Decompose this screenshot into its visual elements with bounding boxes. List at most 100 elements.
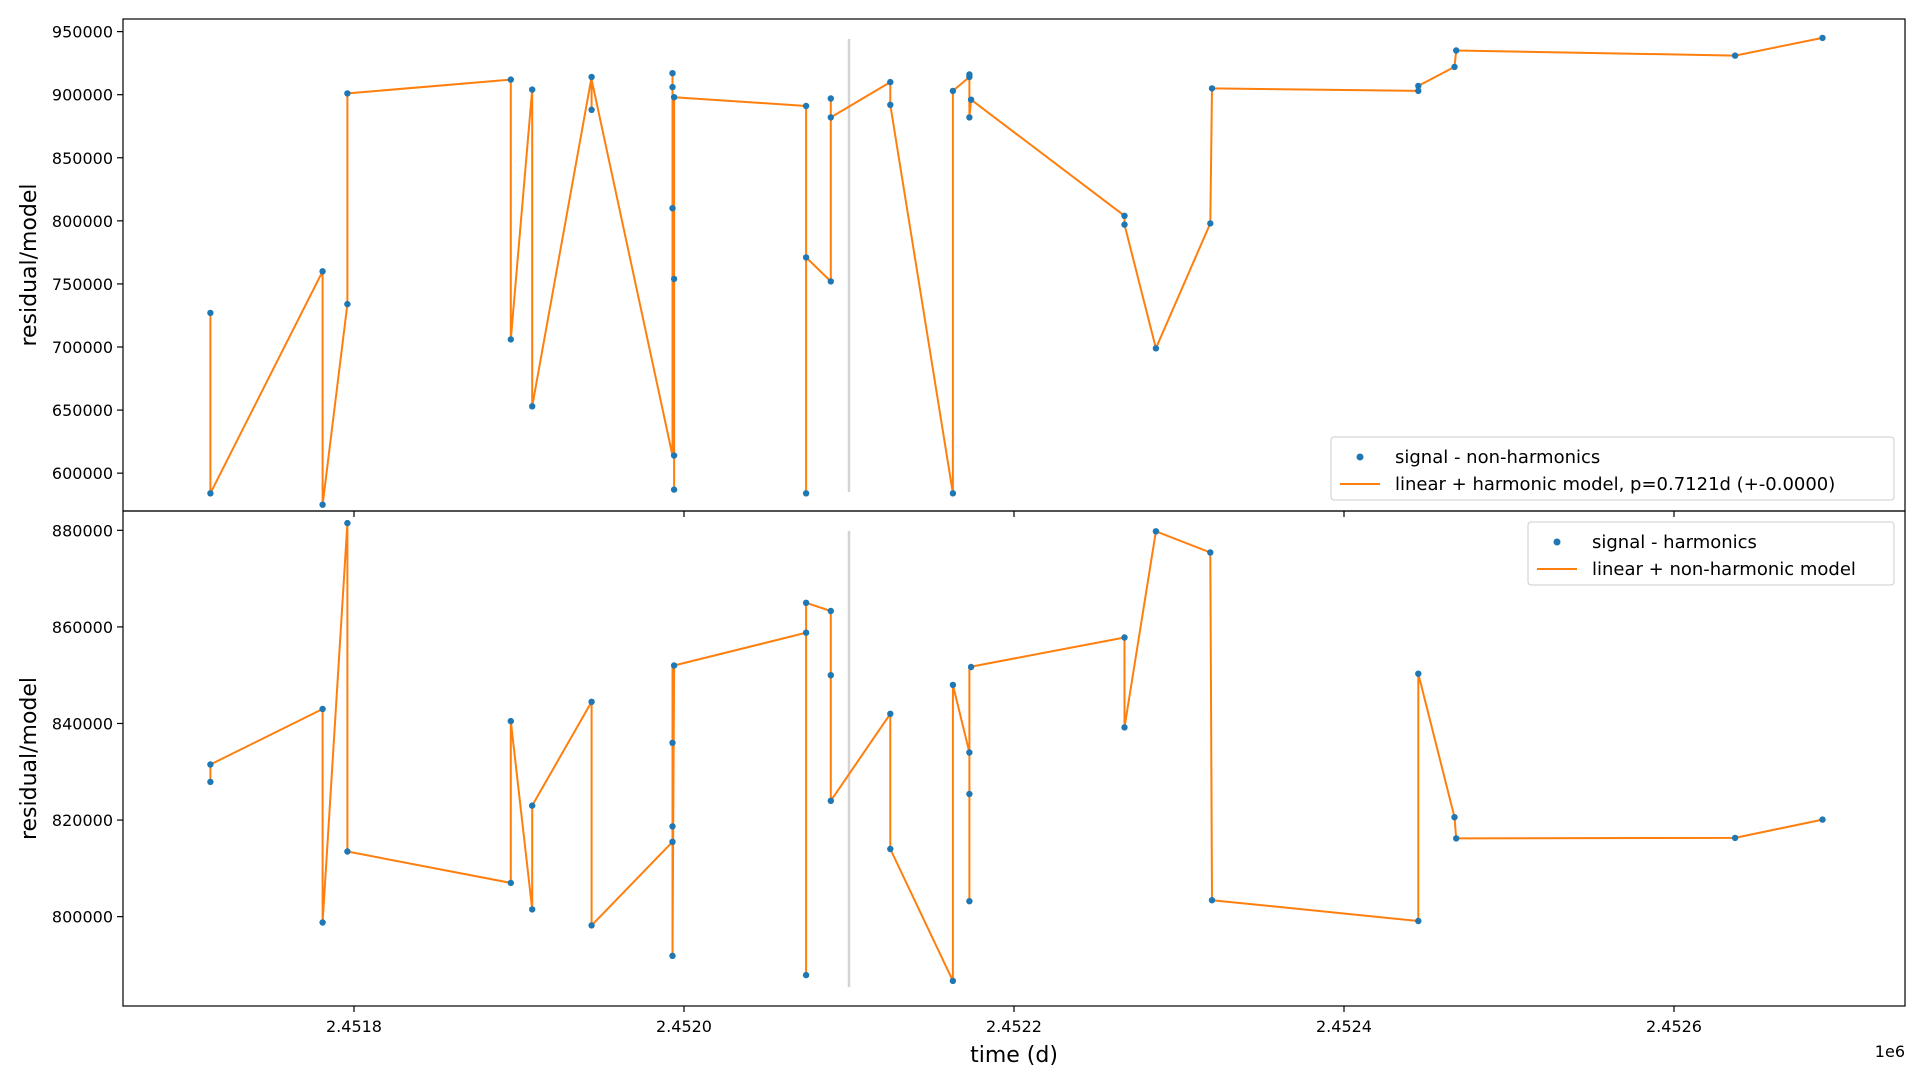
data-point — [1121, 212, 1128, 219]
data-point — [827, 607, 834, 615]
data-point — [670, 275, 678, 283]
data-point — [1415, 87, 1422, 95]
data-point — [802, 102, 810, 110]
data-point — [207, 761, 214, 768]
data-point — [529, 86, 536, 93]
y-tick-label: 650000 — [52, 401, 113, 420]
data-point — [966, 114, 973, 121]
data-point — [827, 672, 834, 679]
data-point — [1121, 634, 1128, 641]
y-tick-label: 880000 — [52, 521, 113, 540]
data-point — [1451, 814, 1458, 821]
data-point — [802, 490, 810, 497]
data-point — [1207, 220, 1214, 227]
top-panel: 600000 650000 700000 750000 800000 850000 9000… — [17, 18, 1906, 517]
legend-line-label: linear + harmonic model, p=0.7121d (+-0.… — [1395, 474, 1835, 495]
legend-box — [1330, 436, 1895, 501]
data-point — [887, 101, 894, 109]
data-point — [588, 73, 595, 81]
legend-scatter-label: signal - harmonics — [1592, 532, 1757, 553]
x-tick-label: 2.4520 — [656, 1017, 712, 1036]
data-point — [507, 336, 514, 343]
y-tick-label: 820000 — [52, 811, 113, 830]
data-point — [827, 95, 834, 102]
data-point — [887, 710, 894, 717]
y-tick-label: 860000 — [52, 618, 113, 637]
data-point — [670, 662, 678, 669]
x-axis-offset-label: 1e6 — [1875, 1042, 1905, 1061]
x-tick-label: 2.4524 — [1316, 1017, 1372, 1036]
x-tick-label: 2.4518 — [326, 1017, 382, 1036]
data-point — [507, 879, 514, 887]
data-point — [529, 802, 536, 809]
data-point — [1152, 528, 1160, 535]
x-axis-label: time (d) — [970, 1043, 1058, 1068]
data-point — [966, 71, 973, 78]
data-point — [669, 823, 676, 830]
data-point — [1819, 34, 1826, 42]
data-point — [529, 403, 536, 410]
y-tick-label: 840000 — [52, 714, 113, 733]
data-point — [669, 205, 676, 212]
data-point — [1453, 47, 1460, 54]
data-point — [1152, 345, 1160, 352]
data-point — [670, 94, 678, 101]
data-point — [966, 749, 973, 756]
data-point — [887, 78, 894, 86]
data-point — [1415, 82, 1422, 90]
data-point — [344, 300, 351, 308]
data-point — [344, 519, 351, 527]
data-point — [319, 501, 326, 508]
data-point — [827, 797, 834, 804]
data-point — [207, 490, 214, 497]
data-point — [669, 70, 676, 77]
data-point — [966, 790, 973, 798]
data-point — [887, 845, 894, 853]
data-point — [1451, 63, 1458, 71]
data-point — [967, 663, 975, 671]
data-point — [1415, 917, 1422, 925]
data-point — [588, 698, 595, 705]
data-point — [1207, 549, 1214, 556]
data-point — [588, 922, 595, 929]
y-tick-label: 950000 — [52, 23, 113, 42]
y-tick-label: 750000 — [52, 275, 113, 294]
y-tick-label: 900000 — [52, 86, 113, 105]
data-point — [1731, 834, 1739, 842]
y-tick-label: 700000 — [52, 338, 113, 357]
data-point — [669, 739, 676, 746]
data-point — [949, 490, 957, 497]
y-tick-label: 800000 — [52, 212, 113, 231]
data-point — [319, 705, 326, 713]
data-point — [344, 848, 351, 855]
data-point — [1208, 85, 1216, 92]
data-point — [827, 278, 834, 285]
data-point — [529, 906, 536, 913]
data-point — [967, 96, 975, 103]
y-axis-label: residual/model — [17, 183, 42, 346]
legend-line-label: linear + non-harmonic model — [1592, 559, 1856, 580]
y-axis-label: residual/model — [17, 677, 42, 840]
x-tick-label: 2.4526 — [1646, 1017, 1702, 1036]
data-point — [1121, 724, 1128, 731]
legend-scatter-marker — [1553, 538, 1561, 546]
data-point — [207, 309, 214, 317]
data-point — [1453, 835, 1460, 842]
data-point — [802, 629, 810, 636]
data-point — [802, 599, 810, 606]
legend-scatter-marker — [1356, 453, 1364, 461]
data-point — [670, 452, 678, 459]
data-point — [949, 977, 957, 985]
y-tick-label: 800000 — [52, 908, 113, 927]
data-point — [507, 76, 514, 83]
data-point — [588, 106, 595, 114]
data-point — [207, 778, 214, 786]
data-point — [669, 952, 676, 959]
data-point — [949, 681, 957, 689]
bottom-panel: 800000 820000 840000 860000 880000 2.4518 2.45… — [17, 510, 1906, 1036]
data-point — [1819, 816, 1826, 823]
data-point — [1731, 52, 1739, 59]
data-point — [670, 486, 678, 493]
data-point — [319, 919, 326, 926]
